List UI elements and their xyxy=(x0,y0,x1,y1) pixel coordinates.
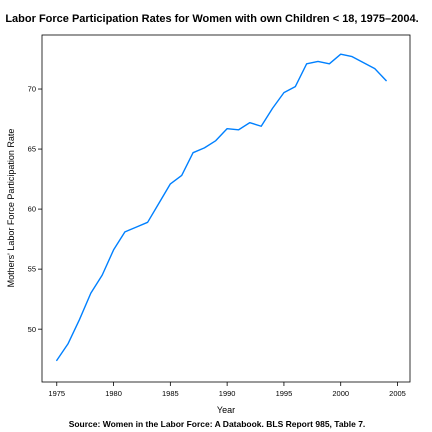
series-line xyxy=(56,53,387,362)
plot-area xyxy=(56,53,387,362)
y-axis: 50 55 60 65 70 xyxy=(28,85,42,334)
y-tick-label: 70 xyxy=(28,85,36,94)
y-axis-label: Mothers' Labor Force Participation Rate xyxy=(6,129,16,288)
x-tick-label: 1980 xyxy=(105,389,122,398)
x-tick-label: 1995 xyxy=(276,389,293,398)
y-tick-label: 55 xyxy=(28,265,36,274)
x-tick-label: 1990 xyxy=(219,389,236,398)
chart-title: Labor Force Participation Rates for Wome… xyxy=(5,13,418,25)
x-tick-label: 1975 xyxy=(48,389,65,398)
x-tick-label: 1985 xyxy=(162,389,179,398)
y-tick-label: 65 xyxy=(28,145,36,154)
x-tick-label: 2005 xyxy=(389,389,406,398)
x-axis-label: Year xyxy=(217,405,235,415)
y-tick-label: 60 xyxy=(28,205,36,214)
source-note: Source: Women in the Labor Force: A Data… xyxy=(69,419,366,429)
x-axis: 1975 1980 1985 1990 1995 2000 2005 xyxy=(48,382,406,398)
x-tick-label: 2000 xyxy=(332,389,349,398)
plot-frame xyxy=(41,34,411,383)
y-tick-label: 50 xyxy=(28,325,36,334)
